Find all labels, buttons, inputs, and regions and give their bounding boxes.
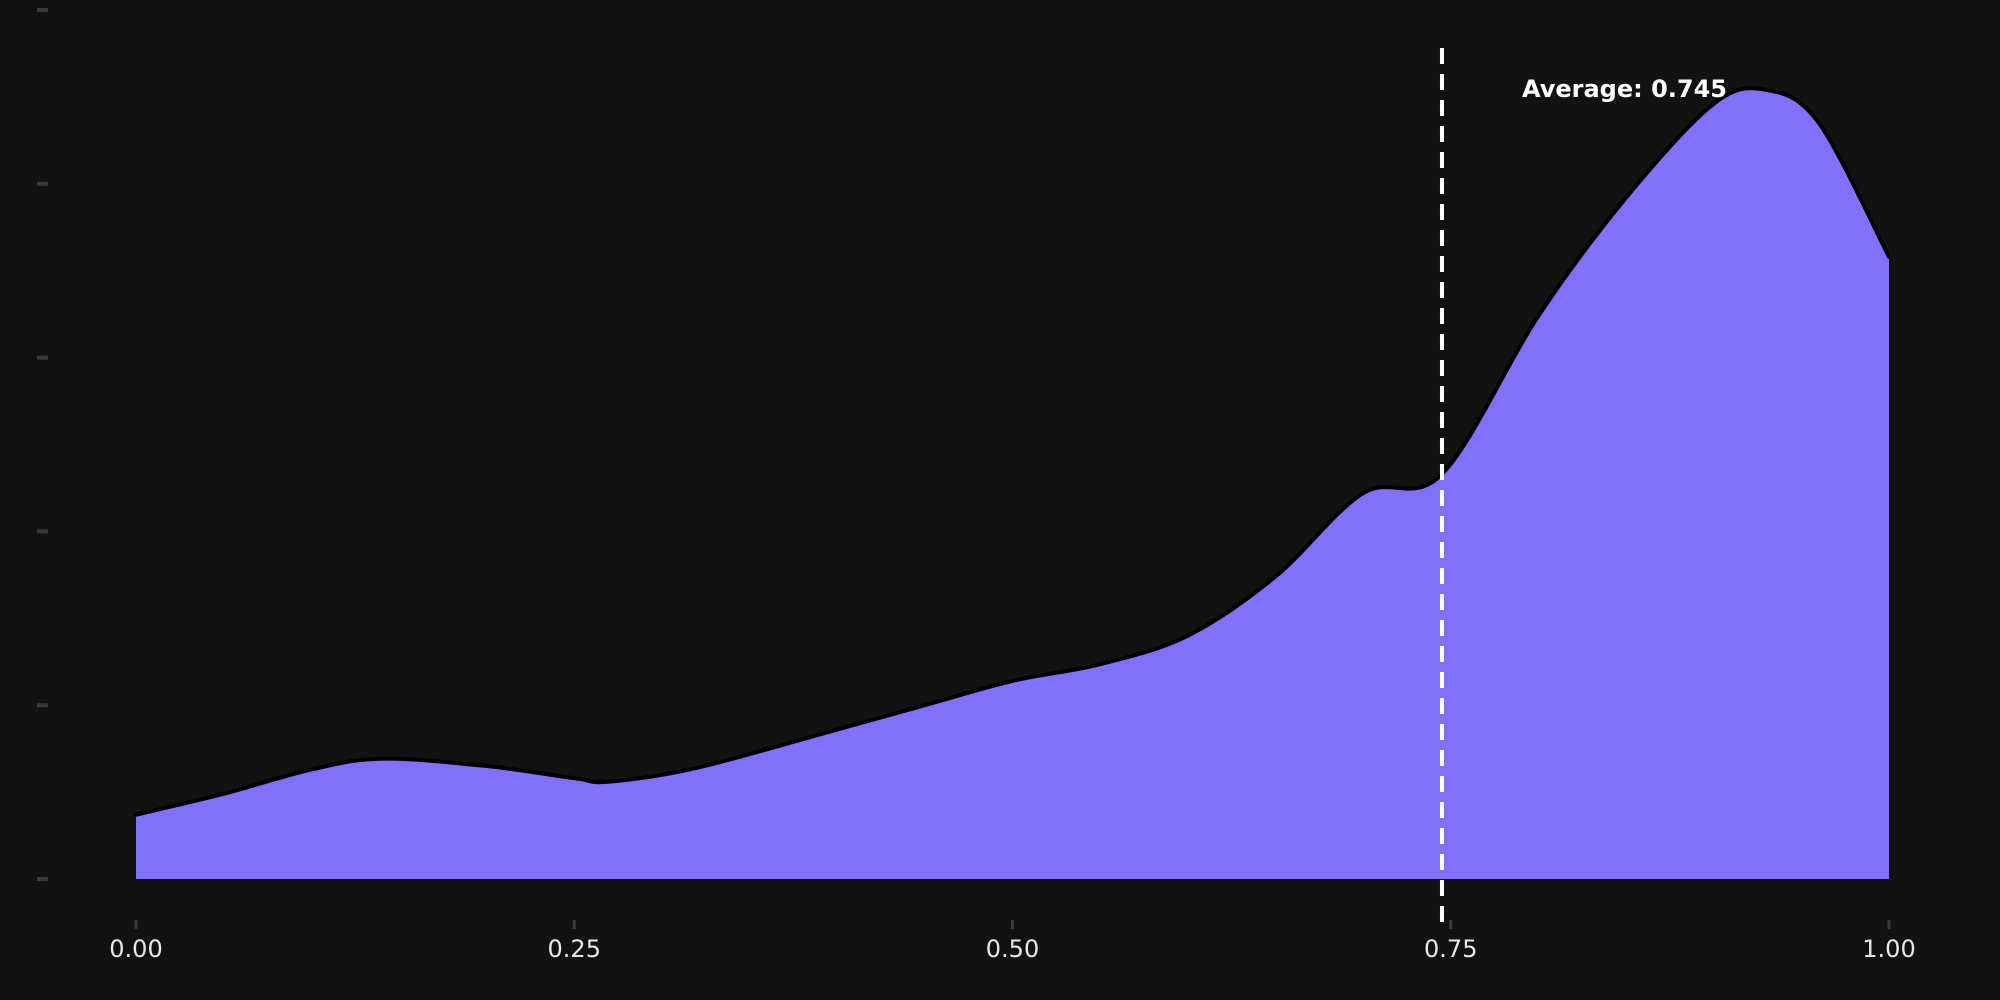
x-tick-label: 0.75 [1424,935,1477,963]
y-axis [37,8,48,881]
x-axis: 0.00 0.25 0.50 0.75 1.00 [109,920,1916,963]
density-outline [134,86,1891,817]
x-tick-label: 0.00 [109,935,162,963]
average-marker: Average: 0.745 [1439,48,1727,922]
x-tick-label: 1.00 [1862,935,1915,963]
density-series [134,86,1891,879]
density-area [136,88,1889,879]
average-label: Average: 0.745 [1522,75,1727,103]
x-tick-label: 0.25 [548,935,601,963]
x-tick-label: 0.50 [986,935,1039,963]
